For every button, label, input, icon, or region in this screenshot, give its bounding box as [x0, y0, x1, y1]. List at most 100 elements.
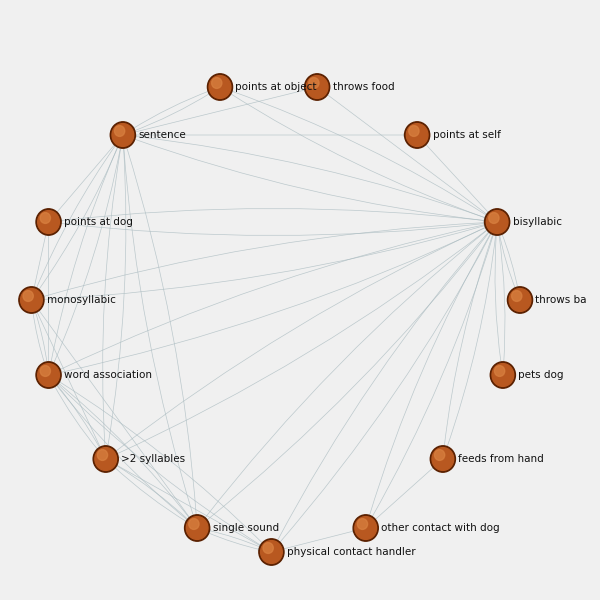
FancyArrowPatch shape	[107, 145, 126, 449]
FancyArrowPatch shape	[55, 383, 189, 521]
Circle shape	[486, 211, 508, 233]
FancyArrowPatch shape	[368, 230, 492, 518]
FancyArrowPatch shape	[132, 89, 307, 133]
FancyArrowPatch shape	[424, 142, 490, 214]
FancyArrowPatch shape	[113, 466, 188, 523]
Text: points at object: points at object	[235, 82, 317, 92]
Text: throws food: throws food	[332, 82, 394, 92]
Text: sentence: sentence	[138, 130, 186, 140]
Circle shape	[36, 209, 61, 235]
FancyArrowPatch shape	[37, 308, 191, 520]
FancyArrowPatch shape	[325, 93, 489, 216]
Circle shape	[430, 446, 455, 472]
Circle shape	[38, 211, 59, 233]
Text: points at self: points at self	[433, 130, 500, 140]
Circle shape	[189, 518, 199, 529]
Circle shape	[40, 212, 50, 223]
Circle shape	[409, 125, 419, 136]
FancyArrowPatch shape	[58, 224, 488, 371]
FancyArrowPatch shape	[205, 230, 491, 522]
FancyArrowPatch shape	[281, 530, 356, 550]
FancyArrowPatch shape	[58, 380, 265, 545]
Circle shape	[509, 289, 531, 311]
FancyArrowPatch shape	[35, 309, 101, 449]
Circle shape	[485, 209, 510, 235]
Circle shape	[406, 124, 428, 146]
Circle shape	[186, 517, 208, 539]
FancyArrowPatch shape	[124, 145, 194, 518]
Text: points at dog: points at dog	[64, 217, 133, 227]
Circle shape	[209, 76, 231, 98]
FancyArrowPatch shape	[50, 144, 119, 365]
Circle shape	[112, 124, 134, 146]
FancyArrowPatch shape	[58, 222, 487, 235]
Circle shape	[306, 76, 328, 98]
Text: single sound: single sound	[212, 523, 278, 533]
Circle shape	[95, 448, 116, 470]
Circle shape	[208, 74, 233, 100]
Text: >2 syllables: >2 syllables	[121, 454, 185, 464]
Circle shape	[512, 290, 522, 301]
Circle shape	[110, 122, 136, 148]
FancyArrowPatch shape	[132, 138, 487, 222]
Circle shape	[23, 290, 34, 301]
Circle shape	[263, 542, 274, 553]
Text: bisyllabic: bisyllabic	[512, 217, 562, 227]
FancyArrowPatch shape	[55, 382, 263, 547]
FancyArrowPatch shape	[52, 145, 122, 366]
FancyArrowPatch shape	[133, 134, 407, 136]
FancyArrowPatch shape	[53, 383, 99, 451]
FancyArrowPatch shape	[498, 232, 505, 365]
Circle shape	[38, 364, 59, 386]
FancyArrowPatch shape	[132, 92, 211, 131]
Circle shape	[97, 449, 107, 460]
FancyArrowPatch shape	[499, 232, 516, 290]
Circle shape	[434, 449, 445, 460]
FancyArrowPatch shape	[278, 231, 492, 545]
Circle shape	[404, 122, 430, 148]
Circle shape	[494, 365, 505, 376]
FancyArrowPatch shape	[56, 382, 191, 520]
FancyArrowPatch shape	[132, 91, 211, 130]
FancyArrowPatch shape	[114, 464, 262, 547]
FancyArrowPatch shape	[133, 135, 488, 219]
Circle shape	[19, 287, 44, 313]
FancyArrowPatch shape	[114, 226, 488, 452]
Circle shape	[309, 77, 319, 88]
FancyArrowPatch shape	[115, 229, 489, 455]
FancyArrowPatch shape	[203, 228, 490, 520]
FancyArrowPatch shape	[501, 232, 518, 290]
FancyArrowPatch shape	[208, 529, 263, 548]
Text: pets dog: pets dog	[518, 370, 564, 380]
Circle shape	[358, 518, 368, 529]
FancyArrowPatch shape	[32, 310, 46, 365]
Circle shape	[93, 446, 118, 472]
Circle shape	[40, 365, 50, 376]
Text: throws ba: throws ba	[535, 295, 587, 305]
Circle shape	[305, 74, 330, 100]
FancyArrowPatch shape	[103, 145, 121, 449]
FancyArrowPatch shape	[58, 226, 488, 373]
Text: feeds from hand: feeds from hand	[458, 454, 544, 464]
Circle shape	[259, 539, 284, 565]
Text: other contact with dog: other contact with dog	[381, 523, 500, 533]
FancyArrowPatch shape	[446, 232, 497, 450]
FancyArrowPatch shape	[37, 145, 119, 292]
Circle shape	[185, 515, 210, 541]
FancyArrowPatch shape	[228, 92, 487, 219]
FancyArrowPatch shape	[373, 466, 435, 521]
Circle shape	[20, 289, 42, 311]
FancyArrowPatch shape	[125, 145, 196, 518]
FancyArrowPatch shape	[41, 224, 487, 299]
FancyArrowPatch shape	[55, 143, 116, 215]
Circle shape	[432, 448, 454, 470]
Circle shape	[212, 77, 222, 88]
Circle shape	[353, 515, 378, 541]
Circle shape	[36, 362, 61, 388]
Circle shape	[492, 364, 514, 386]
Circle shape	[489, 212, 499, 223]
Text: word association: word association	[64, 370, 152, 380]
FancyArrowPatch shape	[495, 232, 502, 365]
FancyArrowPatch shape	[41, 223, 487, 298]
Circle shape	[115, 125, 125, 136]
